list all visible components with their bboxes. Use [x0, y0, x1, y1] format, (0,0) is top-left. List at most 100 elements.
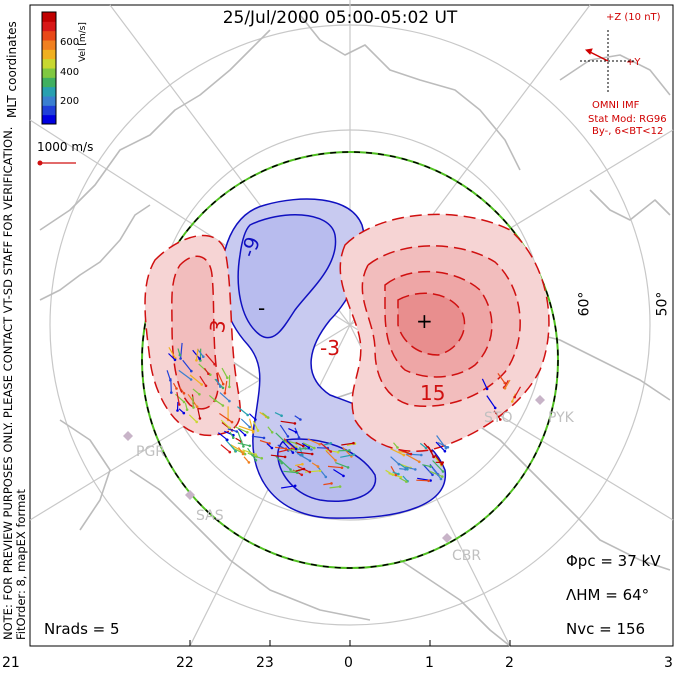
velocity-vector: [195, 348, 199, 361]
velocity-vector: [179, 386, 185, 394]
velocity-vector: [275, 455, 283, 464]
velocity-vector: [197, 348, 204, 358]
latitude-label-50: 50°: [654, 291, 671, 317]
imf-y-label: +Y: [626, 57, 641, 68]
velocity-vector: [423, 464, 433, 476]
velocity-vector: [192, 388, 200, 395]
velocity-vector: [497, 373, 506, 384]
colorbar-block: [42, 30, 56, 41]
station-markers: [123, 395, 545, 543]
velocity-vector: [304, 470, 321, 473]
velocity-vector: [406, 453, 422, 456]
velocity-vector: [295, 463, 303, 467]
velocity-vector: [299, 446, 303, 456]
velocity-colorbar: [41, 11, 57, 125]
velocity-vector: [405, 453, 420, 463]
velocity-vector: [385, 469, 394, 476]
contour-label-neg3: -3: [320, 336, 340, 360]
velocity-vector-origin: [348, 449, 351, 452]
colorbar-block: [42, 114, 56, 125]
velocity-vector: [199, 375, 207, 387]
velocity-vector: [481, 378, 488, 390]
velocity-vector: [323, 482, 332, 486]
station-label-pyk: PYK: [548, 410, 574, 426]
velocity-vector: [333, 468, 344, 477]
velocity-vector: [486, 395, 496, 409]
velocity-vector: [419, 442, 427, 449]
velocity-vector: [229, 431, 234, 439]
mlt-axis-ticks: [29, 640, 674, 646]
colorbar-block: [42, 21, 56, 32]
velocity-vector: [281, 485, 296, 489]
velocity-vector: [243, 456, 250, 463]
velocity-vector: [227, 428, 237, 433]
velocity-vector: [286, 440, 297, 450]
plot-frame: [29, 4, 674, 647]
colorbar-tick-200: 200: [60, 96, 80, 107]
velocity-vector: [247, 447, 257, 461]
side-note: NOTE: FOR PREVIEW PURPOSES ONLY. PLEASE …: [1, 127, 28, 640]
velocity-vector: [217, 432, 228, 441]
velocity-vector: [178, 408, 185, 414]
velocity-vector: [390, 448, 405, 456]
colorbar-block: [42, 105, 56, 116]
colorbar-block: [42, 68, 56, 78]
velocity-vector: [282, 440, 294, 454]
velocity-vector: [405, 466, 416, 470]
velocity-vector: [307, 438, 320, 445]
velocity-vector: [296, 451, 313, 455]
colorbar-block: [42, 77, 56, 88]
velocity-vector: [238, 447, 244, 455]
velocity-vector: [283, 470, 298, 474]
velocity-vector: [270, 454, 286, 458]
velocity-vector: [251, 435, 265, 439]
velocity-vector: [275, 446, 287, 450]
velocity-vector: [267, 426, 273, 433]
colorbar-frame: [41, 11, 57, 125]
colorbar-block: [42, 12, 56, 22]
velocity-vector: [266, 442, 273, 449]
velocity-vector: [399, 468, 406, 470]
velocity-vector: [434, 456, 442, 466]
mlt-tick-3: 3: [664, 655, 673, 671]
velocity-vector: [503, 379, 509, 388]
colorbar-tick-400: 400: [60, 67, 80, 78]
velocity-vector: [422, 464, 431, 468]
contour-label-min: -: [258, 296, 265, 320]
velocity-vector: [189, 374, 203, 385]
velocity-vector: [297, 447, 306, 450]
colorbar-tick-600: 600: [60, 37, 80, 48]
imf-model: Stat Mod: RG96: [588, 114, 667, 125]
velocity-vector: [435, 441, 446, 452]
velocity-vector: [177, 348, 181, 356]
velocity-vector: [192, 349, 201, 359]
velocity-vector: [217, 372, 224, 385]
velocity-vector: [402, 475, 408, 482]
velocity-vector: [249, 418, 254, 433]
positive-cell: [144, 213, 550, 452]
coastlines: [39, 14, 671, 647]
velocity-vector: [493, 410, 501, 420]
velocity-vector: [235, 437, 242, 442]
stat-phi-pc: Φpc = 37 kV: [566, 552, 661, 570]
velocity-vector: [390, 466, 397, 476]
velocity-vector: [176, 391, 180, 405]
velocity-vector: [279, 424, 289, 437]
velocity-vector: [429, 470, 443, 478]
latitude-label-60: 60°: [576, 291, 593, 317]
velocity-vector: [390, 456, 400, 465]
velocity-vector: [434, 454, 443, 465]
velocity-vector: [259, 439, 270, 444]
velocity-vector: [296, 452, 311, 462]
velocity-vector: [329, 486, 341, 489]
velocity-vector: [168, 353, 176, 361]
velocity-vector: [504, 379, 511, 389]
velocity-vector: [215, 378, 221, 387]
velocity-vector: [341, 442, 354, 446]
velocity-vector-origin: [170, 391, 173, 394]
colorbar-block: [42, 86, 56, 97]
velocity-vector: [188, 414, 198, 423]
contour-labels: -9 - -3 3 + 15: [205, 233, 446, 405]
velocity-vector: [191, 396, 195, 408]
